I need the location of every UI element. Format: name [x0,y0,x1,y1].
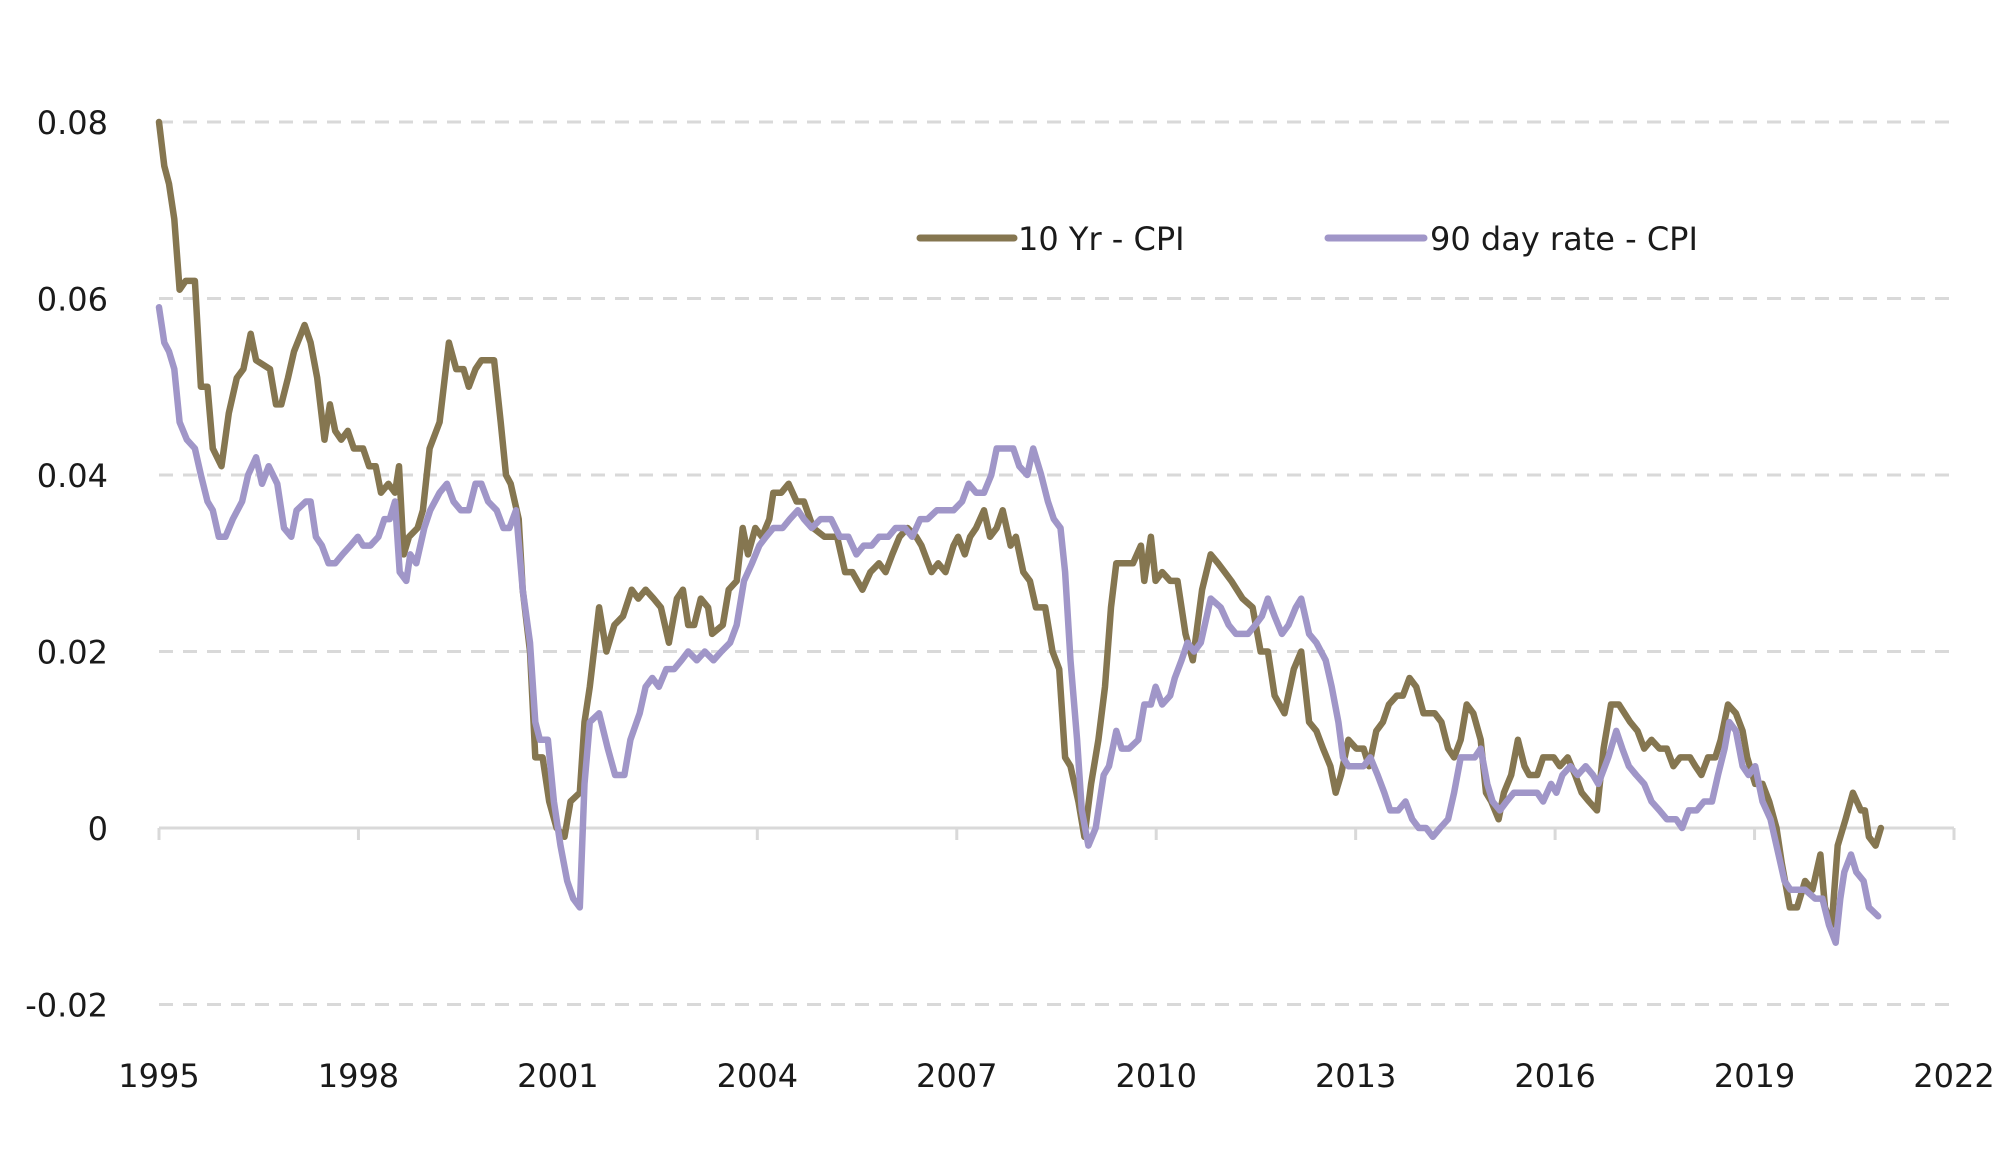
y-tick-label: 0.02 [37,634,108,672]
legend: 10 Yr - CPI 90 day rate - CPI [916,220,1698,258]
x-tick-label: 2013 [1315,1057,1396,1095]
y-tick-label: 0.04 [37,457,108,495]
x-tick-label: 2001 [517,1057,598,1095]
x-tick-label: 2004 [717,1057,798,1095]
x-tick-label: 2022 [1913,1057,1994,1095]
x-axis [157,826,1956,840]
y-tick-label: 0 [88,810,108,848]
x-tick-label: 2019 [1714,1057,1795,1095]
series-lines [155,118,1885,946]
legend-label-10yr-cpi: 10 Yr - CPI [1018,220,1185,258]
gridlines [159,120,1954,1006]
y-tick-label: -0.02 [25,987,108,1025]
y-tick-label: 0.06 [37,281,108,319]
y-tick-label: 0.08 [37,104,108,142]
y-axis-labels: -0.02 0 0.02 0.04 0.06 0.08 [25,104,108,1025]
series-line-10yr-cpi [155,118,1885,929]
series-line-90day-cpi [155,304,1882,946]
x-tick-label: 2007 [916,1057,997,1095]
x-tick-label: 2016 [1514,1057,1595,1095]
legend-label-90day-cpi: 90 day rate - CPI [1430,220,1698,258]
x-tick-label: 1998 [318,1057,399,1095]
x-tick-label: 2010 [1116,1057,1197,1095]
x-axis-labels: 1995 1998 2001 2004 2007 2010 2013 2016 2019 2022 [118,1057,1994,1095]
x-tick-label: 1995 [118,1057,199,1095]
